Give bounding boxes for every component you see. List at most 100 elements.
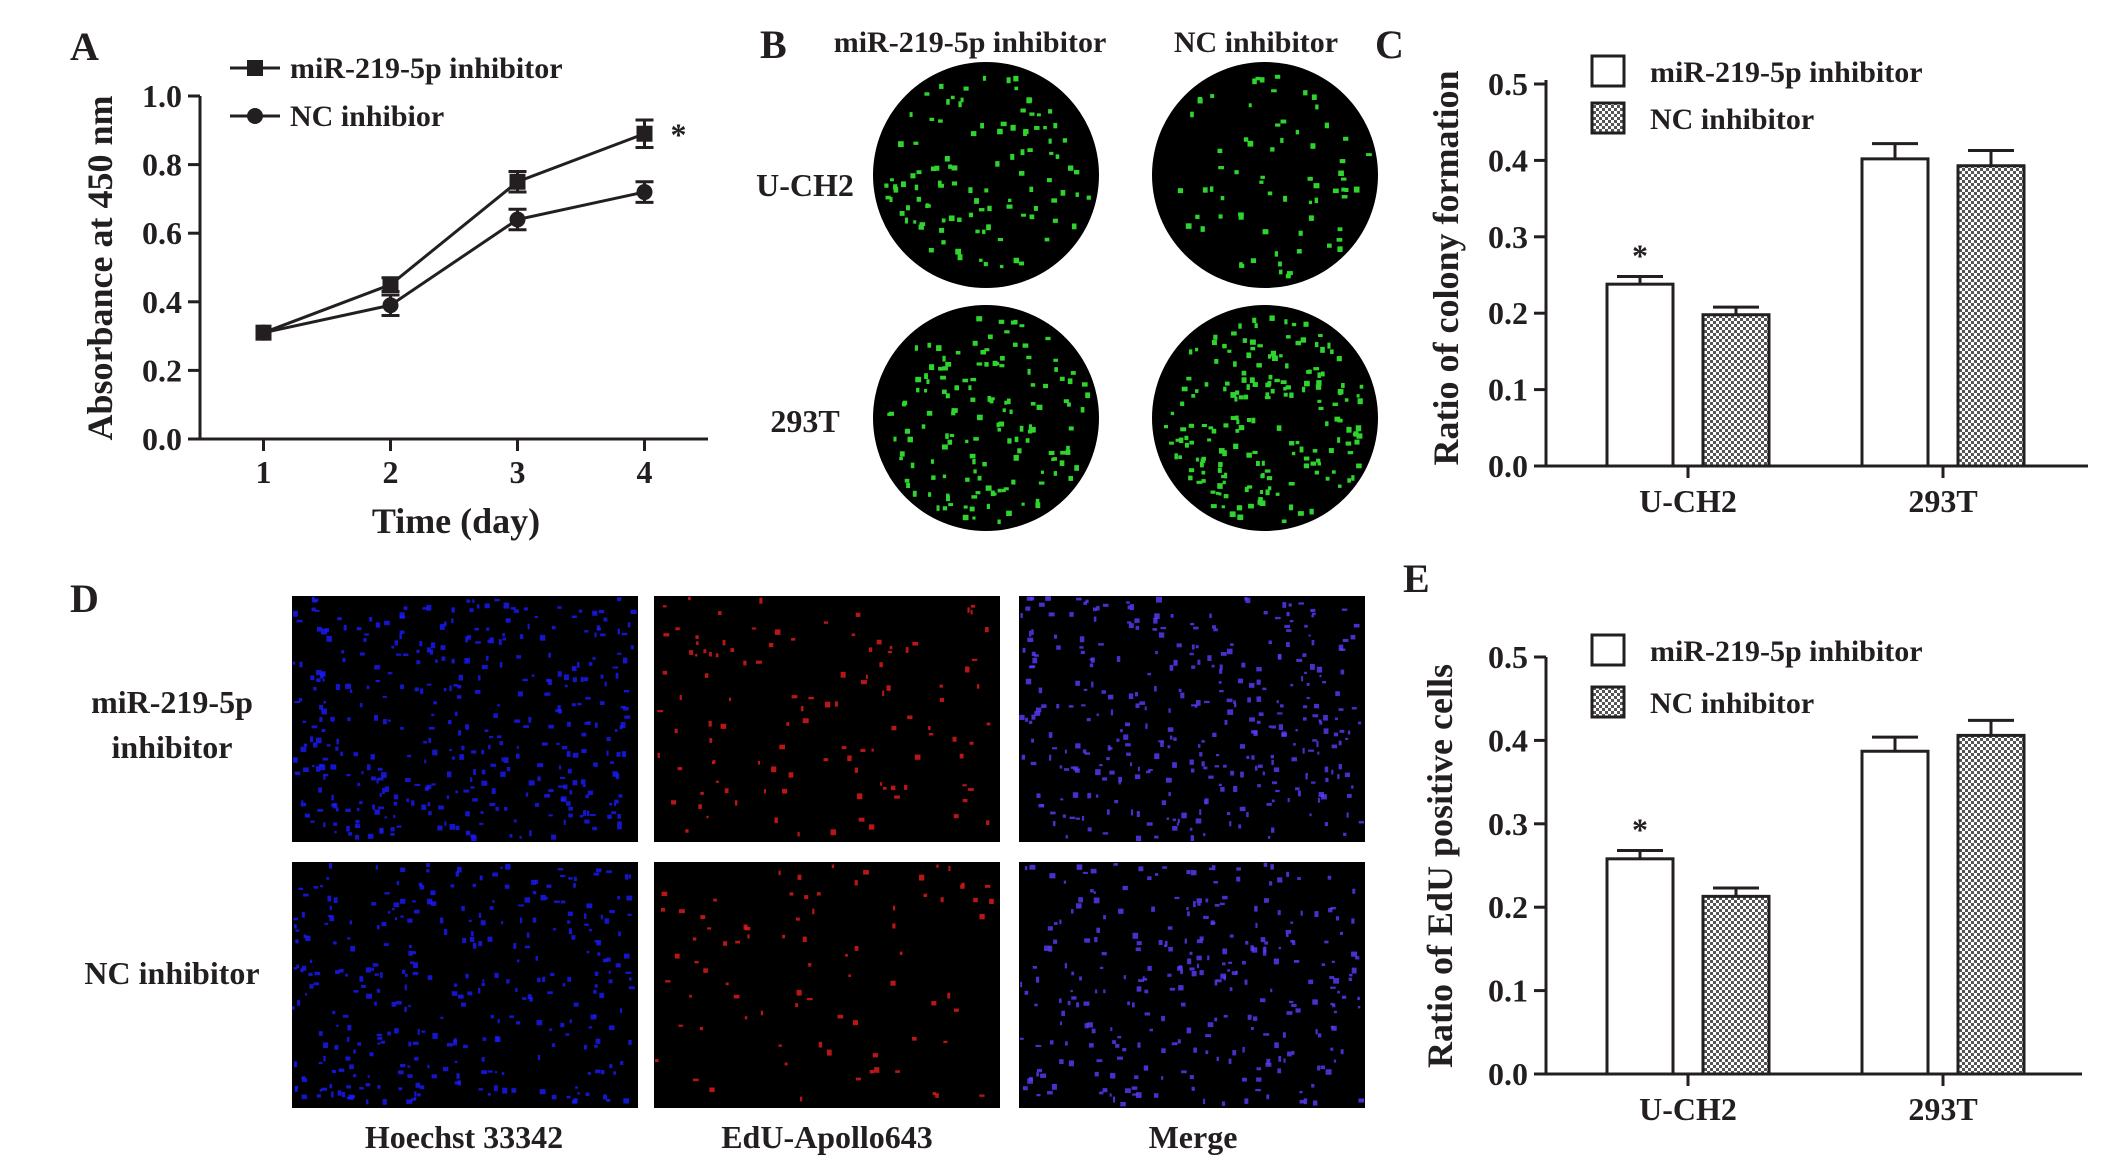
colony-dot xyxy=(997,488,1002,493)
cell-dot xyxy=(1180,969,1183,975)
cell-dot xyxy=(1063,880,1067,884)
colony-dot xyxy=(1068,475,1074,481)
cell-dot xyxy=(1160,741,1164,747)
cell-dot xyxy=(609,761,615,764)
cell-dot xyxy=(513,943,517,949)
cell-dot xyxy=(338,1068,345,1072)
cell-dot xyxy=(345,683,352,689)
cell-dot xyxy=(309,984,314,989)
colony-dot xyxy=(1230,392,1237,398)
cell-dot xyxy=(1093,891,1096,894)
panel-label-e: E xyxy=(1403,556,1430,601)
cell-dot xyxy=(293,924,297,929)
cell-dot xyxy=(517,959,520,963)
cell-dot xyxy=(808,963,812,967)
cell-dot xyxy=(465,830,471,836)
cell-dot xyxy=(1342,638,1349,642)
image-merge-inhibitor xyxy=(1019,596,1365,842)
cell-dot xyxy=(1278,724,1283,731)
cell-dot xyxy=(348,1094,354,1100)
cell-dot xyxy=(515,987,518,993)
colony-dot xyxy=(1046,178,1052,183)
cell-dot xyxy=(594,722,598,728)
colony-dot xyxy=(1043,383,1048,389)
colony-dot xyxy=(941,240,946,245)
cell-dot xyxy=(1277,654,1282,659)
cell-dot xyxy=(537,977,541,983)
cell-dot xyxy=(1190,870,1197,876)
colony-dot xyxy=(1306,370,1310,374)
y-tick-label-a: 0.6 xyxy=(142,215,182,251)
cell-dot xyxy=(534,879,539,884)
y-tick-label-c: 0.3 xyxy=(1488,219,1528,255)
cell-dot xyxy=(480,920,486,926)
colony-dot xyxy=(1020,261,1025,266)
cell-dot xyxy=(398,1087,403,1091)
colony-dot xyxy=(948,215,955,222)
cell-dot xyxy=(1273,958,1279,965)
cell-dot xyxy=(374,809,380,815)
colony-dot xyxy=(1297,511,1304,516)
cell-dot xyxy=(1173,659,1178,666)
cell-dot xyxy=(694,960,699,964)
cell-dot xyxy=(571,615,577,619)
cell-dot xyxy=(466,635,472,640)
colony-dot xyxy=(955,350,961,355)
colony-dot xyxy=(1246,384,1250,390)
cell-dot xyxy=(1092,607,1097,612)
cell-dot xyxy=(1271,799,1275,803)
colony-dot xyxy=(1332,188,1339,194)
y-tick-label-e: 0.2 xyxy=(1488,889,1528,925)
y-tick-label-a: 0.4 xyxy=(142,284,182,320)
row-label-d-nc: NC inhibitor xyxy=(84,955,259,991)
cell-dot xyxy=(1110,1027,1113,1032)
colony-dot xyxy=(1261,460,1265,466)
cell-dot xyxy=(979,1094,985,1097)
cell-dot xyxy=(969,741,974,745)
cell-dot xyxy=(802,718,809,724)
cell-dot xyxy=(1144,1012,1151,1016)
cell-dot xyxy=(674,953,680,959)
colony-dot xyxy=(1060,190,1066,196)
cell-dot xyxy=(378,806,385,810)
colony-dot xyxy=(1267,486,1272,491)
cell-dot xyxy=(534,615,539,619)
cell-dot xyxy=(1222,962,1226,966)
colony-dot xyxy=(1026,97,1032,104)
cell-dot xyxy=(588,1026,593,1029)
cell-dot xyxy=(657,710,664,713)
cell-dot xyxy=(400,898,406,904)
y-axis-title-c: Ratio of colony formation xyxy=(1426,71,1466,466)
cell-dot xyxy=(482,979,485,983)
cell-dot xyxy=(1026,596,1033,601)
cell-dot xyxy=(534,802,540,807)
cell-dot xyxy=(665,980,671,983)
colony-dot xyxy=(948,503,954,507)
cell-dot xyxy=(295,1085,299,1090)
cell-dot xyxy=(1103,915,1107,920)
cell-dot xyxy=(600,633,606,637)
cell-dot xyxy=(1320,1065,1325,1070)
colony-dot xyxy=(1311,94,1317,100)
cell-dot xyxy=(338,969,344,973)
cell-dot xyxy=(551,1094,557,1100)
cell-dot xyxy=(816,892,821,896)
cell-dot xyxy=(1164,944,1167,948)
cell-dot xyxy=(531,674,535,677)
colony-dot xyxy=(1048,138,1052,144)
colony-dot xyxy=(1288,504,1294,511)
cell-dot xyxy=(623,1098,630,1104)
cell-dot xyxy=(1090,889,1094,893)
cell-dot xyxy=(1154,753,1160,760)
colony-dot xyxy=(1265,489,1270,496)
cell-dot xyxy=(349,1064,354,1070)
colony-dot xyxy=(1259,77,1265,83)
cell-dot xyxy=(620,1061,624,1065)
colony-dot xyxy=(1175,438,1181,442)
colony-dot xyxy=(1204,382,1209,387)
colony-dot xyxy=(945,361,952,367)
cell-dot xyxy=(1135,625,1140,630)
cell-dot xyxy=(327,895,332,902)
colony-dot xyxy=(1347,478,1352,483)
cell-dot xyxy=(1211,625,1216,629)
